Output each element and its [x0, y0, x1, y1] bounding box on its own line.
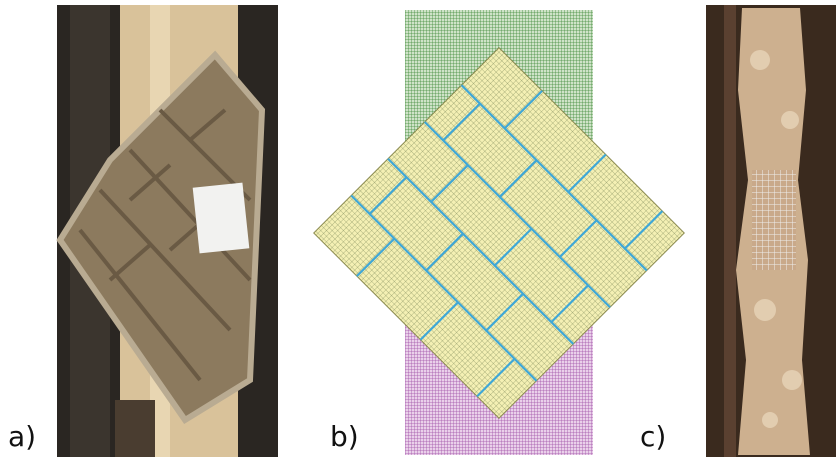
mesh-diagram — [314, 10, 685, 455]
photo-a — [57, 5, 278, 457]
panel-label: a) — [8, 420, 36, 453]
figure: a) b) c) — [0, 0, 839, 459]
panel-label: c) — [640, 420, 666, 453]
panel-label: b) — [330, 420, 359, 453]
photo-c — [706, 5, 836, 457]
